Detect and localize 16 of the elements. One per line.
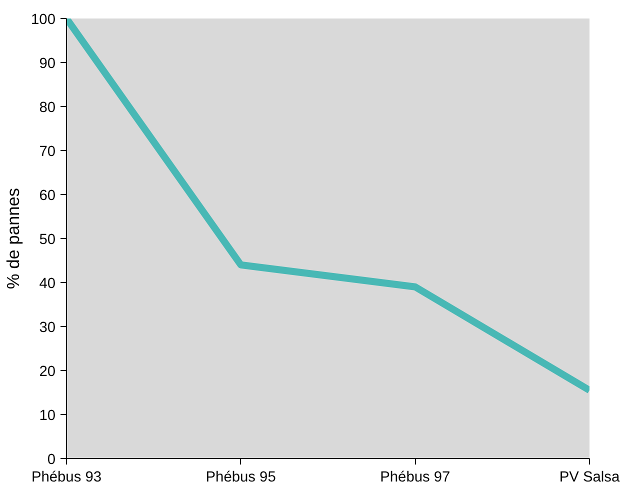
y-tick-label: 60: [39, 188, 56, 204]
y-tick-label: 0: [47, 452, 56, 468]
y-axis-title: % de pannes: [3, 188, 24, 290]
y-tick-label: 90: [39, 56, 56, 72]
y-tick-label: 50: [39, 232, 56, 248]
y-tick-label: 30: [39, 320, 56, 336]
y-tick-label: 80: [39, 100, 56, 116]
x-tick-label: Phébus 97: [380, 470, 450, 486]
y-tick-label: 100: [31, 12, 56, 28]
x-tick-label: Phébus 93: [31, 470, 102, 486]
x-tick-label: Phébus 95: [206, 470, 276, 486]
y-tick-label: 20: [39, 364, 56, 380]
y-tick-label: 40: [39, 276, 56, 292]
x-tick-label: PV Salsa: [559, 470, 620, 486]
y-tick-label: 10: [39, 408, 56, 424]
y-tick-label: 70: [39, 144, 56, 160]
